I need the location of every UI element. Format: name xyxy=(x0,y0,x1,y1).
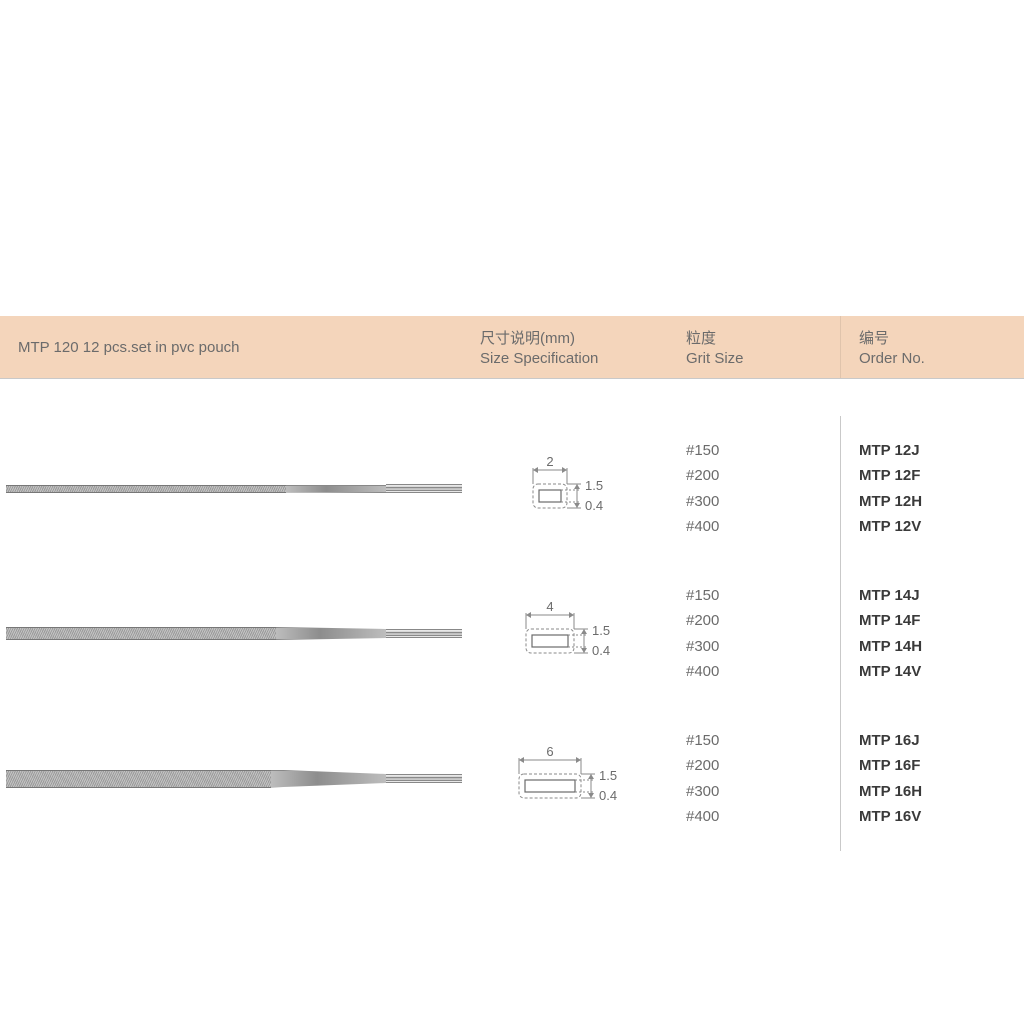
order-number: MTP 14H xyxy=(859,634,1024,660)
file-tool-icon xyxy=(6,770,462,788)
grit-size-cell: #150#200#300#400 xyxy=(668,583,840,685)
header-grit-cell: 粒度 Grit Size xyxy=(668,316,840,378)
grit-value: #200 xyxy=(686,608,840,634)
order-number: MTP 12H xyxy=(859,489,1024,515)
size-spec-cell: 4 1.5 0.4 xyxy=(462,589,668,679)
grit-label-en: Grit Size xyxy=(686,350,822,367)
svg-text:2: 2 xyxy=(546,454,553,469)
grit-value: #300 xyxy=(686,779,840,805)
order-number: MTP 14V xyxy=(859,659,1024,685)
product-row: 41.50.4#150#200#300#400MTP 14JMTP 14FMTP… xyxy=(0,561,1024,706)
grit-value: #300 xyxy=(686,634,840,660)
product-row: 21.50.4#150#200#300#400MTP 12JMTP 12FMTP… xyxy=(0,416,1024,561)
order-number: MTP 16H xyxy=(859,779,1024,805)
file-tool-icon xyxy=(6,627,462,640)
size-spec-cell: 2 1.5 0.4 xyxy=(462,444,668,534)
order-number: MTP 14F xyxy=(859,608,1024,634)
header-spec-cell: 尺寸说明(mm) Size Specification xyxy=(462,316,668,378)
tool-illustration-cell xyxy=(0,484,462,493)
grit-value: #400 xyxy=(686,514,840,540)
size-spec-cell: 6 1.5 0.4 xyxy=(462,734,668,824)
catalog-page: MTP 120 12 pcs.set in pvc pouch 尺寸说明(mm)… xyxy=(0,0,1024,1024)
file-tool-icon xyxy=(6,484,462,493)
order-number: MTP 12J xyxy=(859,438,1024,464)
grit-value: #150 xyxy=(686,583,840,609)
order-no-cell: MTP 16JMTP 16FMTP 16HMTP 16V xyxy=(840,706,1024,851)
grit-value: #200 xyxy=(686,753,840,779)
order-label-en: Order No. xyxy=(859,350,1006,367)
spec-label-cn: 尺寸说明(mm) xyxy=(480,327,650,348)
grit-size-cell: #150#200#300#400 xyxy=(668,728,840,830)
order-no-cell: MTP 12JMTP 12FMTP 12HMTP 12V xyxy=(840,416,1024,561)
product-row: 61.50.4#150#200#300#400MTP 16JMTP 16FMTP… xyxy=(0,706,1024,851)
grit-value: #400 xyxy=(686,659,840,685)
order-number: MTP 12V xyxy=(859,514,1024,540)
grit-size-cell: #150#200#300#400 xyxy=(668,438,840,540)
tool-illustration-cell xyxy=(0,627,462,640)
svg-text:6: 6 xyxy=(546,744,553,759)
grit-value: #300 xyxy=(686,489,840,515)
svg-text:0.4: 0.4 xyxy=(592,643,610,658)
svg-text:0.4: 0.4 xyxy=(599,788,617,803)
svg-text:4: 4 xyxy=(546,599,553,614)
spec-label-en: Size Specification xyxy=(480,350,650,367)
grit-label-cn: 粒度 xyxy=(686,327,822,348)
grit-value: #400 xyxy=(686,804,840,830)
tool-illustration-cell xyxy=(0,770,462,788)
order-number: MTP 16J xyxy=(859,728,1024,754)
order-number: MTP 16F xyxy=(859,753,1024,779)
svg-text:0.4: 0.4 xyxy=(585,498,603,513)
grit-value: #150 xyxy=(686,728,840,754)
order-number: MTP 14J xyxy=(859,583,1024,609)
table-header: MTP 120 12 pcs.set in pvc pouch 尺寸说明(mm)… xyxy=(0,316,1024,378)
svg-text:1.5: 1.5 xyxy=(585,478,603,493)
header-title-cell: MTP 120 12 pcs.set in pvc pouch xyxy=(0,316,462,378)
product-rows: 21.50.4#150#200#300#400MTP 12JMTP 12FMTP… xyxy=(0,416,1024,851)
svg-text:1.5: 1.5 xyxy=(592,623,610,638)
order-no-cell: MTP 14JMTP 14FMTP 14HMTP 14V xyxy=(840,561,1024,706)
product-set-title: MTP 120 12 pcs.set in pvc pouch xyxy=(18,339,444,356)
grit-value: #150 xyxy=(686,438,840,464)
svg-text:1.5: 1.5 xyxy=(599,768,617,783)
order-number: MTP 16V xyxy=(859,804,1024,830)
header-order-cell: 编号 Order No. xyxy=(840,316,1024,378)
order-label-cn: 编号 xyxy=(859,327,1006,348)
grit-value: #200 xyxy=(686,463,840,489)
order-number: MTP 12F xyxy=(859,463,1024,489)
header-divider xyxy=(0,378,1024,379)
